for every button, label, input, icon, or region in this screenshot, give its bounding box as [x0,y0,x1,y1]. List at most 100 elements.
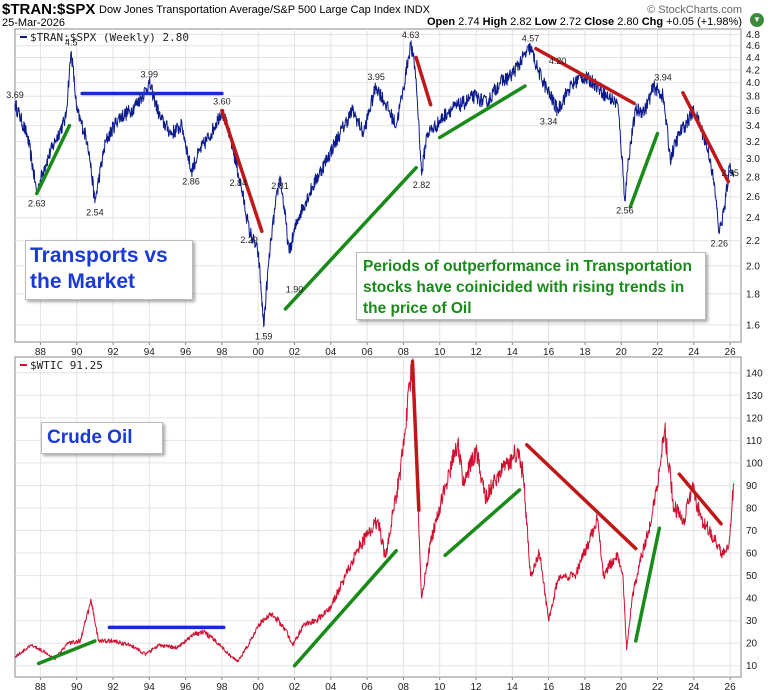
y-tick-label: 3.6 [746,106,760,117]
peak-label: 4.63 [402,30,420,40]
peak-label: 3.34 [540,116,558,126]
x-tick-label: 98 [216,682,228,690]
x-tick-label: 14 [507,347,519,358]
peak-label: 1.59 [255,332,273,342]
y-tick-label: 30 [746,616,758,627]
x-tick-label: 08 [398,347,410,358]
up-trendline [628,131,660,209]
peak-label: 2.95 [721,168,739,178]
x-tick-label: 20 [616,347,628,358]
peak-label: 2.56 [616,206,634,216]
peak-label: 2.86 [182,176,200,186]
y-tick-label: 4.0 [746,78,760,89]
x-tick-label: 12 [470,347,482,358]
x-tick-label: 18 [579,682,591,690]
chevron-down-icon[interactable]: ▼ [750,13,764,27]
peak-label: 4.5 [65,38,78,48]
y-tick-label: 50 [746,571,758,582]
x-tick-label: 16 [543,682,555,690]
x-tick-label: 88 [35,682,47,690]
y-tick-label: 10 [746,661,758,672]
y-tick-label: 100 [746,458,763,469]
peak-label: 2.29 [240,235,258,245]
y-tick-label: 140 [746,368,763,379]
x-tick-label: 24 [688,347,700,358]
x-tick-label: 94 [144,682,156,690]
legend-label: $TRAN:$SPX (Weekly) 2.80 [30,31,189,44]
up-trendline [292,549,398,668]
y-tick-label: 4.8 [746,30,760,41]
x-tick-label: 04 [325,682,337,690]
legend: $WTIC 91.25 [20,359,103,372]
peak-label: 2.84 [229,178,247,188]
x-tick-label: 22 [652,682,664,690]
series-line [14,40,735,328]
x-tick-label: 22 [652,347,664,358]
y-tick-label: 20 [746,639,758,650]
y-tick-label: 70 [746,526,758,537]
x-tick-label: 98 [216,347,228,358]
up-trendline [283,165,418,311]
x-tick-label: 10 [434,682,446,690]
up-trendline [35,123,72,196]
peak-label: 2.26 [710,239,728,249]
x-tick-label: 08 [398,682,410,690]
x-tick-label: 20 [616,682,628,690]
peak-label: 2.82 [413,180,431,190]
y-tick-label: 3.4 [746,121,760,132]
low-label: Low [534,16,557,28]
down-trendline [681,91,731,184]
chart-date: 25-Mar-2026 [2,17,65,29]
up-trendline [36,639,97,666]
y-tick-label: 4.4 [746,53,760,64]
peak-label: 3.94 [654,73,672,83]
source-credit: © StockCharts.com [647,4,742,16]
down-trendline [677,472,723,526]
peak-label: 2.81 [271,181,289,191]
down-trendline [220,108,264,234]
y-tick-label: 2.8 [746,172,760,183]
x-tick-label: 14 [507,682,519,690]
down-trendline [414,55,433,107]
peak-label: 3.99 [141,69,159,79]
plot-area [14,356,742,678]
y-tick-label: 110 [746,436,762,447]
y-tick-label: 3.8 [746,92,760,103]
y-tick-label: 40 [746,594,758,605]
oil-panel: 10 20 30 40 50 60 70 80 90 100 110 120 130 140 88 90 92 9… [14,356,763,690]
high-label: High [482,16,508,28]
y-tick-label: 2.6 [746,192,760,203]
high-value: 2.82 [510,16,532,28]
x-tick-label: 94 [144,347,156,358]
transports-vs-market-box: Transports vs the Market [25,240,193,300]
x-tick-label: 90 [71,682,83,690]
down-trendline [525,443,638,551]
peak-label: 1.90 [286,284,304,294]
peak-label: 4.20 [549,56,567,66]
close-value: 2.80 [617,16,639,28]
open-label: Open [426,16,456,28]
chg-value: +0.05 (+1.98%) [666,16,742,28]
x-tick-label: 02 [289,682,301,690]
x-tick-label: 90 [71,347,83,358]
outperformance-note-box: Periods of outperformance in Transportat… [356,252,706,320]
down-trendline [410,359,421,512]
x-tick-label: 16 [543,347,555,358]
chart-description: Dow Jones Transportation Average/S&P 500… [99,4,431,16]
crude-oil-box: Crude Oil [41,422,163,454]
y-tick-label: 80 [746,503,758,514]
y-tick-label: 1.6 [746,320,760,331]
ohlc-summary: Open 2.74 High 2.82 Low 2.72 Close 2.80 … [427,16,742,28]
x-tick-label: 96 [180,347,192,358]
open-value: 2.74 [458,16,480,28]
x-tick-label: 00 [253,347,265,358]
up-trendline [443,488,522,558]
chg-label: Chg [641,16,664,28]
peak-label: 4.57 [522,33,540,43]
peak-label: 3.60 [213,97,231,107]
x-tick-label: 88 [35,347,47,358]
y-tick-label: 4.2 [746,65,760,76]
y-tick-label: 90 [746,481,758,492]
up-trendline [437,84,527,140]
y-tick-label: 120 [746,413,763,424]
